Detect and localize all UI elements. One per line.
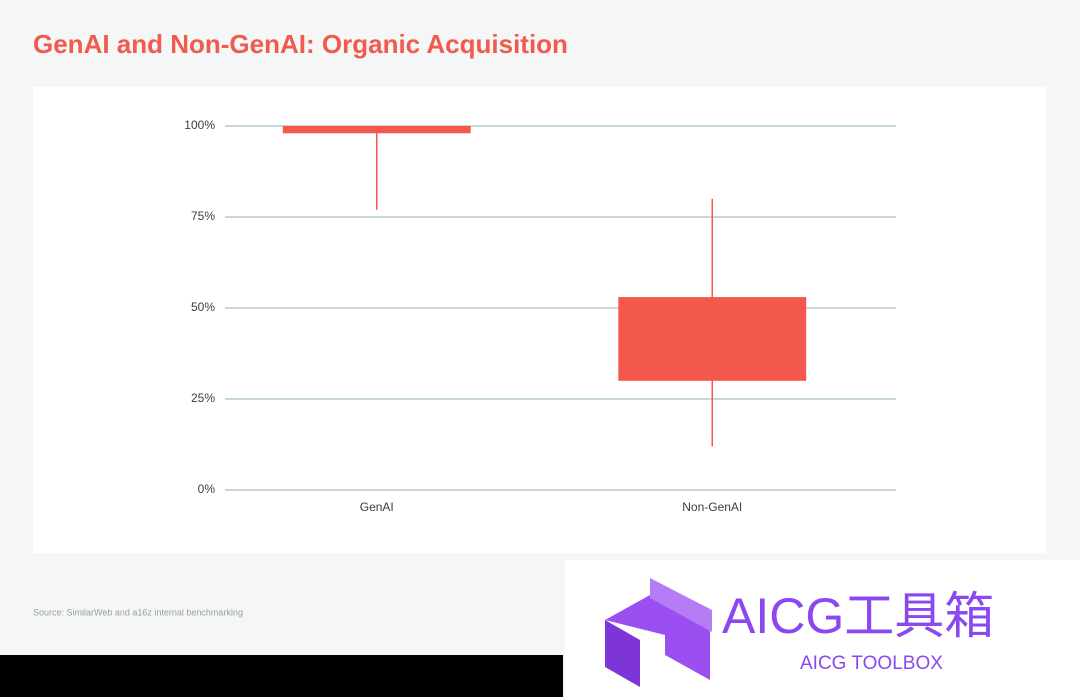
y-tick-label: 0% bbox=[198, 482, 216, 496]
y-tick-label: 100% bbox=[184, 118, 215, 132]
chart-panel bbox=[33, 87, 1046, 553]
y-tick-label: 50% bbox=[191, 300, 215, 314]
watermark-logo bbox=[605, 578, 712, 687]
source-note: Source: SimilarWeb and a16z internal ben… bbox=[33, 607, 243, 617]
y-tick-label: 25% bbox=[191, 391, 215, 405]
x-tick-label: Non-GenAI bbox=[682, 500, 742, 514]
plot: 0% 25% 50% 75% 100% GenAI Non-GenAI bbox=[184, 118, 896, 514]
black-bar bbox=[0, 655, 563, 697]
box bbox=[282, 126, 471, 134]
y-tick-label: 75% bbox=[191, 209, 215, 223]
chart-title: GenAI and Non-GenAI: Organic Acquisition bbox=[33, 29, 568, 59]
box bbox=[618, 297, 807, 381]
watermark-title: AICG工具箱 bbox=[722, 588, 994, 644]
watermark-subtitle: AICG TOOLBOX bbox=[800, 653, 943, 674]
x-tick-label: GenAI bbox=[360, 500, 394, 514]
